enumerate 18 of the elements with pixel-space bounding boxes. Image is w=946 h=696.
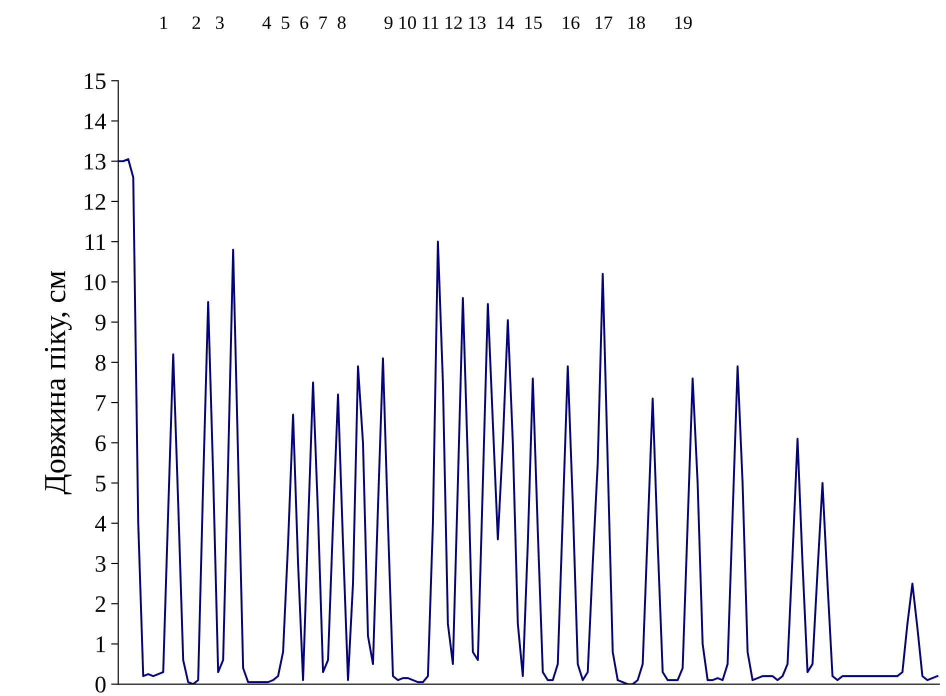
y-tick-label: 1 <box>96 636 106 652</box>
y-tick-label: 4 <box>95 516 106 532</box>
y-tick-label: 6 <box>96 435 106 452</box>
y-tick-label: 3 <box>96 556 106 572</box>
text: 1 2 3 4 5 6 7 8 9 10 11 12 13 14 15 16 17 18 19 <box>160 16 692 30</box>
y-tick-label: 13 <box>84 154 106 170</box>
y-tick-label: 2 <box>96 596 106 612</box>
y-tick-label: 10 <box>84 274 106 290</box>
y-tick-label: 15 <box>84 73 106 90</box>
y-tick-label: 9 <box>95 314 106 331</box>
y-tick-label: 5 <box>96 476 106 492</box>
y-tick-label: 8 <box>96 354 106 371</box>
y-tick-label: 14 <box>84 114 106 130</box>
y-tick-label: 0 <box>96 676 106 693</box>
y-tick-label: 11 <box>86 234 106 250</box>
y-tick-label: 12 <box>84 194 106 210</box>
y-tick-label: 7 <box>96 395 106 411</box>
y-axis-title: Довжина піку, см <box>44 270 72 494</box>
